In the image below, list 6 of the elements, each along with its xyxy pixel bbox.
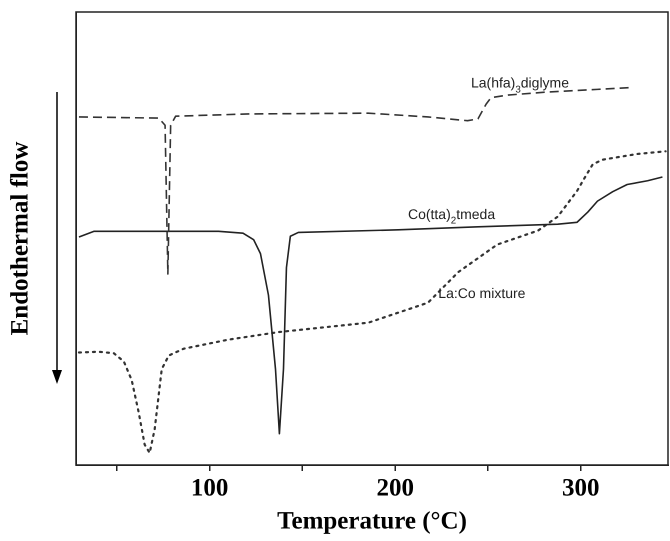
- x-tick-label: 300: [562, 474, 600, 502]
- y-axis-title: Endothermal flow: [6, 142, 34, 336]
- x-axis-title: Temperature (°C): [277, 507, 467, 534]
- x-tick-label: 200: [376, 474, 414, 502]
- series-label: La:Co mixture: [438, 285, 526, 302]
- x-tick-label: 100: [190, 474, 228, 502]
